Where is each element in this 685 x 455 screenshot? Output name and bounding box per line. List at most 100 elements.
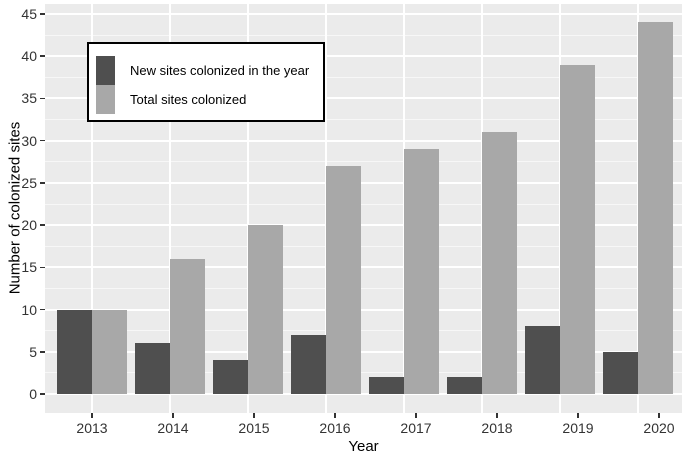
y-tick-label-25: 25 xyxy=(21,174,37,191)
gridline-vertical-2013 xyxy=(91,4,93,413)
x-axis-cell-2014: 2014 xyxy=(138,413,208,436)
y-tick-label-40: 40 xyxy=(21,48,37,65)
bar-new-2013 xyxy=(57,309,92,394)
plot-panel: New sites colonized in the year Total si… xyxy=(45,4,682,413)
y-tick-mark-10 xyxy=(40,308,45,311)
bar-new-2015 xyxy=(213,360,248,394)
x-tick-label-2015: 2015 xyxy=(238,420,270,436)
y-tick-mark-15 xyxy=(40,266,45,269)
x-axis: 2013 2014 2015 2016 2017 2018 2019 2020 xyxy=(45,413,685,436)
y-tick-label-0: 0 xyxy=(29,386,37,402)
gridline-vertical-2015 xyxy=(247,4,249,413)
y-tick-mark-40 xyxy=(40,55,45,57)
gridline-major xyxy=(45,350,682,353)
gridline-minor xyxy=(45,161,682,163)
legend-item-total-sites: Total sites colonized xyxy=(96,85,323,114)
bar-group-2013 xyxy=(57,4,127,394)
x-axis-title: Year xyxy=(348,438,379,455)
y-tick-mark-20 xyxy=(40,224,45,226)
x-tick-mark-2019 xyxy=(577,413,579,418)
gridline-major xyxy=(45,266,682,269)
y-tick-mark-35 xyxy=(40,97,45,100)
x-tick-label-2020: 2020 xyxy=(643,420,675,436)
y-tick-mark-25 xyxy=(40,182,45,184)
x-tick-mark-2016 xyxy=(334,413,336,418)
gridline-major xyxy=(45,393,682,395)
x-tick-mark-2015 xyxy=(253,413,255,418)
bar-new-2016 xyxy=(291,334,326,394)
gridline-major xyxy=(45,97,682,100)
legend: New sites colonized in the year Total si… xyxy=(87,42,325,122)
y-tick-label-20: 20 xyxy=(21,217,37,234)
bar-total-2014 xyxy=(170,258,205,394)
y-tick-mark-5 xyxy=(40,351,45,353)
y-tick-mark-30 xyxy=(40,139,45,142)
gridline-minor xyxy=(45,34,682,36)
y-tick-label-10: 10 xyxy=(21,301,37,318)
gridline-minor xyxy=(45,76,682,78)
y-tick-mark-0 xyxy=(40,393,45,395)
gridline-vertical-2014 xyxy=(169,4,171,413)
bar-new-2020 xyxy=(603,351,638,394)
bar-total-2018 xyxy=(482,132,517,394)
x-tick-label-2016: 2016 xyxy=(319,420,351,436)
gridline-major xyxy=(45,139,682,142)
bar-total-2016 xyxy=(326,166,361,394)
legend-item-new-sites: New sites colonized in the year xyxy=(96,56,323,85)
bar-total-2020 xyxy=(638,22,673,394)
x-tick-label-2017: 2017 xyxy=(400,420,432,436)
y-tick-label-30: 30 xyxy=(21,132,37,149)
x-tick-label-2018: 2018 xyxy=(481,420,513,436)
x-tick-mark-2014 xyxy=(172,413,174,418)
bar-group-2019 xyxy=(525,4,595,394)
y-tick-label-45: 45 xyxy=(21,6,37,23)
bar-group-2020 xyxy=(603,4,673,394)
y-tick-label-5: 5 xyxy=(29,343,37,360)
bar-new-2019 xyxy=(525,326,560,394)
x-axis-cell-2020: 2020 xyxy=(624,413,685,436)
gridline-minor xyxy=(45,372,682,374)
x-tick-mark-2020 xyxy=(658,413,660,418)
x-axis-cell-2019: 2019 xyxy=(543,413,613,436)
bar-total-2019 xyxy=(560,64,595,394)
y-tick-mark-45 xyxy=(40,13,45,15)
bar-group-2018 xyxy=(447,4,517,394)
x-axis-cell-2013: 2013 xyxy=(57,413,127,436)
x-tick-label-2019: 2019 xyxy=(562,420,594,436)
bar-total-2015 xyxy=(248,225,283,394)
x-axis-cell-2017: 2017 xyxy=(381,413,451,436)
gridline-minor xyxy=(45,330,682,332)
bar-group-2016 xyxy=(291,4,361,394)
legend-label-total-sites: Total sites colonized xyxy=(130,92,247,107)
bar-total-2013 xyxy=(92,309,127,394)
x-tick-label-2014: 2014 xyxy=(157,420,189,436)
bar-new-2018 xyxy=(447,377,482,394)
x-tick-label-2013: 2013 xyxy=(76,420,108,436)
gridline-major xyxy=(45,308,682,311)
bar-group-2017 xyxy=(369,4,439,394)
x-tick-mark-2013 xyxy=(91,413,93,418)
y-tick-label-15: 15 xyxy=(21,259,37,276)
legend-swatch-total-sites-icon xyxy=(96,85,115,114)
x-axis-cell-2015: 2015 xyxy=(219,413,289,436)
gridline-minor xyxy=(45,203,682,205)
x-axis-cell-2018: 2018 xyxy=(462,413,532,436)
x-tick-mark-2018 xyxy=(496,413,498,418)
bars-layer xyxy=(45,4,682,394)
x-axis-cell-2016: 2016 xyxy=(300,413,370,436)
x-tick-mark-2017 xyxy=(415,413,417,418)
bar-group-2014 xyxy=(135,4,205,394)
legend-swatch-new-sites-icon xyxy=(96,56,115,85)
bar-group-2015 xyxy=(213,4,283,394)
legend-label-new-sites: New sites colonized in the year xyxy=(130,63,310,78)
gridline-major xyxy=(45,181,682,184)
bar-new-2014 xyxy=(135,343,170,394)
gridline-major xyxy=(45,13,682,16)
gridline-minor xyxy=(45,287,682,289)
gridline-major xyxy=(45,55,682,58)
y-tick-label-35: 35 xyxy=(21,90,37,107)
bar-new-2017 xyxy=(369,377,404,394)
bar-total-2017 xyxy=(404,149,439,394)
gridline-major xyxy=(45,224,682,227)
